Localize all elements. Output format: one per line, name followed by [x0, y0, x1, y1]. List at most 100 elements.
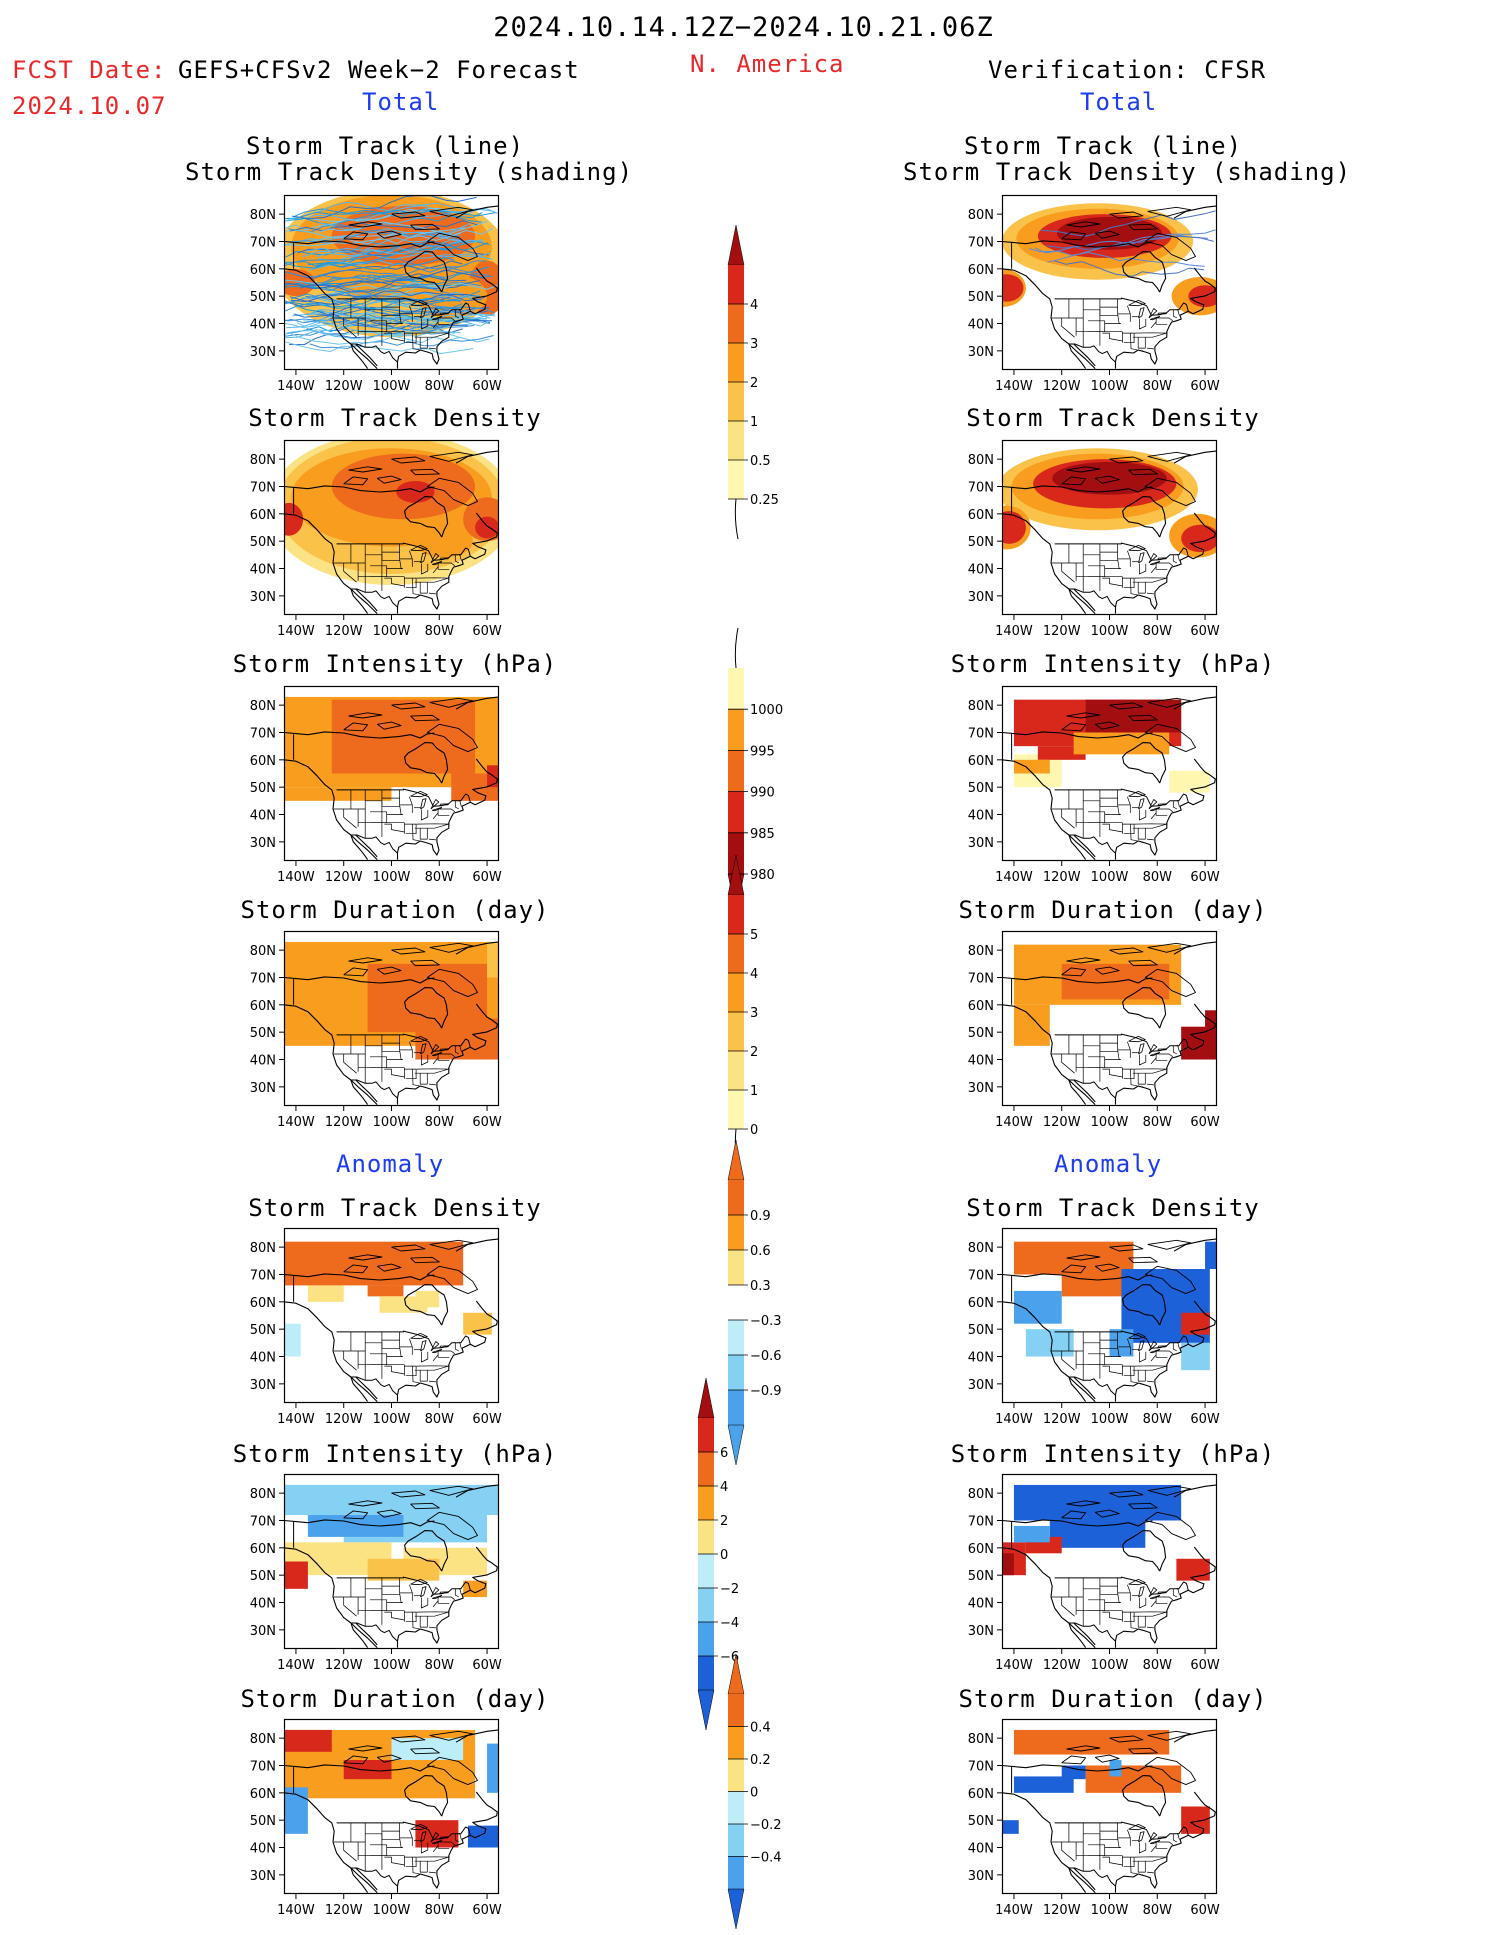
shade-cell	[391, 1738, 464, 1761]
colorbar-swatch	[698, 1554, 714, 1588]
colorbar-swatch	[728, 460, 744, 499]
shade-region	[396, 481, 435, 503]
lat-tick-label: 80N	[250, 944, 276, 959]
colorbar-tick-label: 3	[750, 337, 758, 352]
lon-tick-label: 80W	[1143, 870, 1173, 885]
shade-cell	[1085, 1765, 1182, 1793]
colorbar-arrow-top	[727, 1653, 745, 1695]
lon-tick-label: 140W	[277, 1115, 315, 1130]
colorbar-swatch	[728, 1726, 744, 1759]
storm-track-line	[1046, 235, 1214, 251]
lat-tick-label: 70N	[968, 235, 994, 250]
lon-tick-label: 100W	[1091, 1903, 1129, 1918]
storm-track-line	[284, 208, 452, 231]
date-range-title: 2024.10.14.12Z−2024.10.21.06Z	[493, 12, 994, 43]
storm-track-line	[285, 229, 461, 245]
lon-tick-label: 80W	[425, 624, 455, 639]
lat-tick-label: 30N	[968, 836, 994, 851]
map-panel-anom-duration-verification: 80N 70N 60N 50N 40N 30N 140W 120W 100W 80W 60W	[968, 1718, 1220, 1918]
map-panel-anom-duration-forecast: 80N 70N 60N 50N 40N 30N 140W 120W 100W 80W 60W	[250, 1718, 502, 1918]
lon-tick-label: 60W	[472, 870, 502, 885]
lat-tick-label: 60N	[250, 1542, 276, 1557]
colorbar-tick-label: 0.4	[750, 1721, 771, 1736]
lat-tick-label: 60N	[968, 1787, 994, 1802]
lon-tick-label: 140W	[277, 1412, 315, 1427]
lat-tick-label: 60N	[250, 754, 276, 769]
section-anomaly-right: Anomaly	[1054, 1150, 1163, 1178]
storm-track-line	[284, 227, 466, 247]
colorbar-tick-label: 5	[750, 928, 758, 943]
shade-cell	[1002, 1820, 1019, 1834]
shade-cell	[367, 1285, 404, 1297]
storm-track-line	[303, 266, 490, 287]
shade-cell	[284, 1787, 308, 1834]
colorbar-intensity-anom: 6 4 2 0 −2 −4 −6	[690, 1376, 780, 1736]
lat-tick-label: 80N	[968, 699, 994, 714]
map-panel-duration-forecast: 80N 70N 60N 50N 40N 30N 140W 120W 100W 80W 60W	[250, 930, 502, 1130]
storm-track-line	[1034, 229, 1216, 254]
colorbar-arrow-bottom	[697, 1689, 715, 1731]
lon-tick-label: 60W	[472, 379, 502, 394]
lon-tick-label: 80W	[1143, 624, 1173, 639]
shade-cell	[379, 1296, 428, 1313]
storm-track-line	[284, 273, 467, 290]
lon-tick-label: 120W	[325, 379, 363, 394]
lon-tick-label: 60W	[472, 1412, 502, 1427]
lat-tick-label: 30N	[250, 1869, 276, 1884]
lat-tick-label: 40N	[250, 1351, 276, 1366]
storm-track-line	[318, 271, 493, 287]
lat-tick-label: 60N	[250, 1787, 276, 1802]
lon-tick-label: 100W	[1091, 1115, 1129, 1130]
storm-track-line	[293, 313, 468, 327]
colorbar-swatch	[728, 1051, 744, 1090]
colorbar-tick-label: 990	[750, 786, 775, 801]
lat-tick-label: 70N	[250, 1268, 276, 1283]
title-track-line-left: Storm Track (line)	[245, 132, 525, 160]
title-intensity-right: Storm Intensity (hPa)	[950, 650, 1276, 678]
lon-tick-label: 100W	[373, 379, 411, 394]
lat-tick-label: 50N	[250, 535, 276, 550]
colorbar-swatch	[728, 973, 744, 1012]
storm-track-line	[284, 256, 455, 271]
storm-track-line	[284, 318, 470, 330]
lon-tick-label: 60W	[1190, 870, 1220, 885]
lon-tick-label: 100W	[1091, 624, 1129, 639]
lat-tick-label: 60N	[968, 999, 994, 1014]
lon-tick-label: 140W	[277, 379, 315, 394]
storm-track-line	[284, 241, 466, 267]
lat-tick-label: 80N	[968, 1241, 994, 1256]
colorbar-swatch	[728, 421, 744, 460]
lat-tick-label: 70N	[968, 726, 994, 741]
storm-track-line	[284, 309, 462, 325]
storm-track-line	[299, 269, 485, 293]
colorbar-swatch	[698, 1622, 714, 1656]
colorbar-density-total-svg: 4 3 2 1 0.5 0.25	[727, 224, 779, 540]
shade-cell	[284, 1323, 301, 1357]
panel-anom-duration-verification: 80N 70N 60N 50N 40N 30N 140W 120W 100W 80W 60W	[968, 1718, 1220, 1918]
lat-tick-label: 50N	[968, 781, 994, 796]
lon-tick-label: 140W	[995, 624, 1033, 639]
title-anom-intensity-right: Storm Intensity (hPa)	[950, 1440, 1276, 1468]
lon-tick-label: 120W	[325, 1412, 363, 1427]
lat-tick-label: 80N	[250, 208, 276, 223]
lon-tick-label: 140W	[995, 1412, 1033, 1427]
lon-tick-label: 60W	[472, 1658, 502, 1673]
lat-tick-label: 60N	[968, 1542, 994, 1557]
lon-tick-label: 80W	[1143, 1412, 1173, 1427]
lat-tick-label: 40N	[968, 1054, 994, 1069]
lon-tick-label: 120W	[325, 624, 363, 639]
colorbar-arrow-top	[697, 1377, 715, 1419]
colorbar-arrow-bottom	[727, 1424, 745, 1466]
lon-tick-label: 100W	[373, 1658, 411, 1673]
lat-tick-label: 70N	[968, 1268, 994, 1283]
lon-tick-label: 60W	[1190, 379, 1220, 394]
storm-track-line	[311, 296, 491, 319]
colorbar-tick-label: 1000	[750, 703, 783, 718]
panel-density-verification: 80N 70N 60N 50N 40N 30N 140W 120W 100W 80W 60W	[968, 439, 1220, 639]
panel-duration-verification: 80N 70N 60N 50N 40N 30N 140W 120W 100W 80W 60W	[968, 930, 1220, 1130]
storm-track-line	[316, 258, 490, 276]
shade-region	[284, 502, 304, 536]
lon-tick-label: 100W	[1091, 379, 1129, 394]
colorbar-swatch	[728, 1759, 744, 1792]
shade-cell	[467, 1825, 499, 1848]
